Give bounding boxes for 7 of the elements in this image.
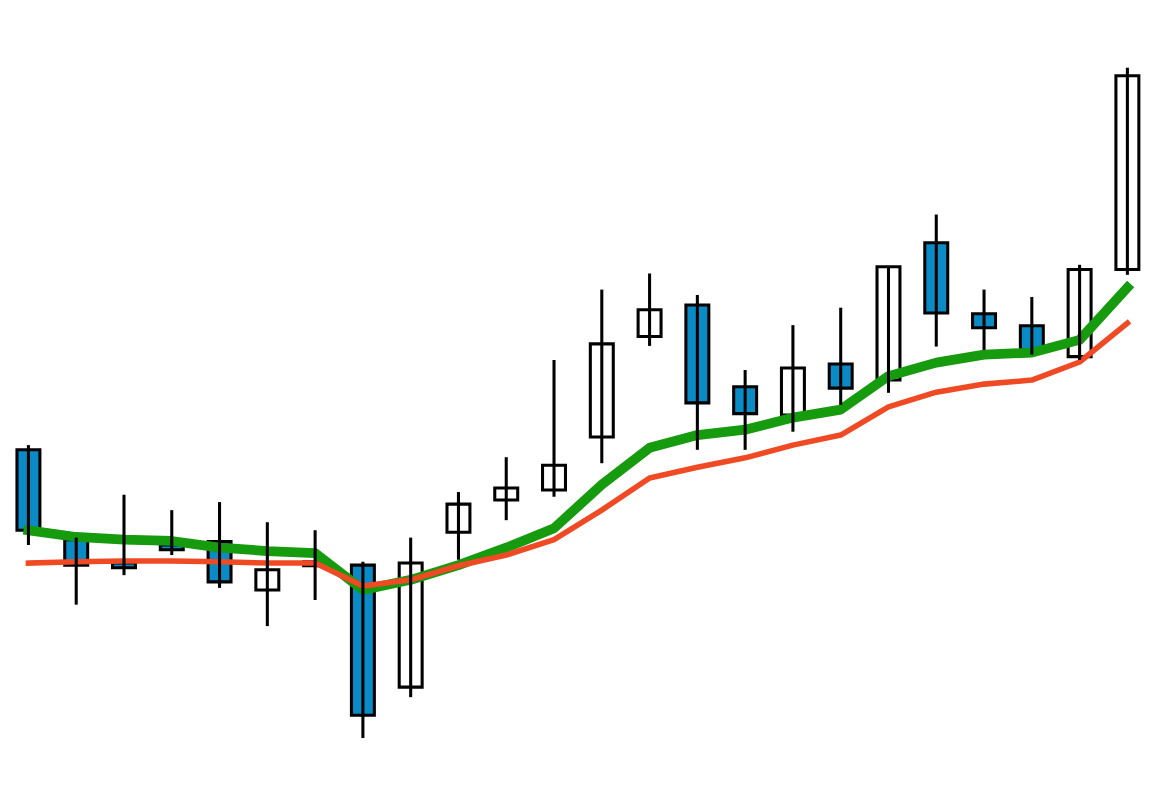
candlestick — [923, 214, 950, 347]
candlestick — [493, 457, 520, 522]
candlestick — [732, 370, 759, 450]
candlestick — [827, 307, 854, 405]
candlestick — [588, 289, 615, 465]
candlestick — [636, 273, 663, 346]
candlestick — [971, 289, 998, 350]
